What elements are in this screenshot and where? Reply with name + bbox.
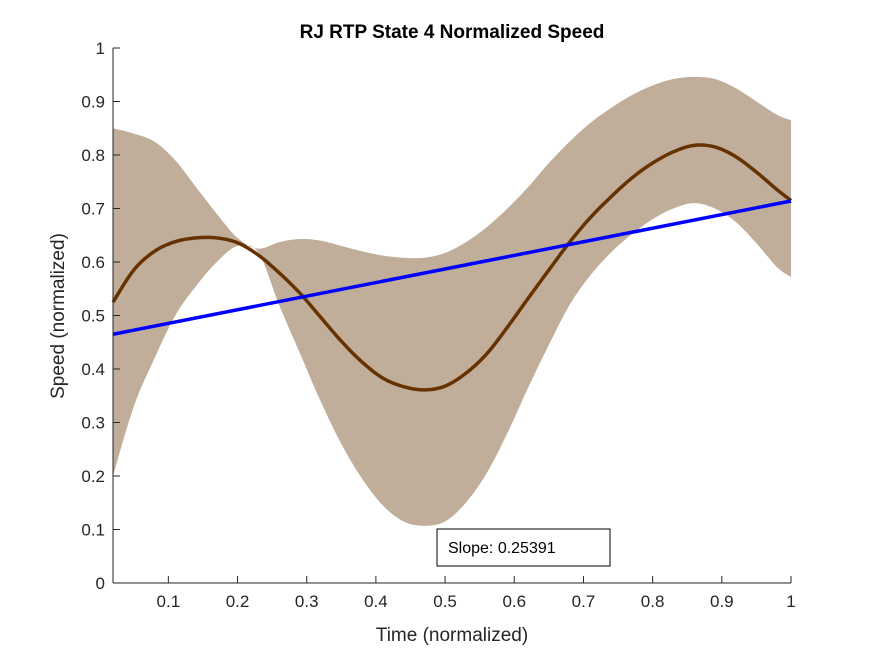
x-tick-label: 0.7 xyxy=(572,592,596,611)
x-tick-label: 0.9 xyxy=(710,592,734,611)
mean-speed-line xyxy=(111,143,793,392)
y-tick-label: 0.3 xyxy=(81,414,105,433)
y-tick-label: 0 xyxy=(96,574,105,593)
x-ticks: 0.1 0.2 0.3 0.4 0.5 0.6 0.7 0.8 0.9 1 xyxy=(157,576,796,611)
y-axis-title: Speed (normalized) xyxy=(48,233,69,399)
y-tick-label: 1 xyxy=(96,39,105,58)
x-tick-label: 0.8 xyxy=(641,592,665,611)
slope-annotation-text: Slope: 0.25391 xyxy=(448,540,556,557)
x-tick-label: 0.6 xyxy=(502,592,526,611)
linear-fit-line xyxy=(112,199,792,336)
plot-layer xyxy=(111,76,793,526)
chart-title: RJ RTP State 4 Normalized Speed xyxy=(300,22,605,43)
x-tick-label: 0.5 xyxy=(433,592,457,611)
x-tick-label: 0.1 xyxy=(157,592,181,611)
slope-annotation-box xyxy=(436,528,611,567)
x-tick-label: 0.2 xyxy=(226,592,250,611)
slope-annotation: Slope: 0.25391 xyxy=(436,528,611,567)
x-axis-title: Time (normalized) xyxy=(376,625,528,646)
y-tick-label: 0.7 xyxy=(81,200,105,219)
x-tick-label: 1 xyxy=(786,592,795,611)
y-ticks: 0 0.1 0.2 0.3 0.4 0.5 0.6 0.7 0.8 0.9 1 xyxy=(81,39,120,593)
y-tick-label: 0.5 xyxy=(81,307,105,326)
axes: 0.1 0.2 0.3 0.4 0.5 0.6 0.7 0.8 0.9 1 00.10.20.30… xyxy=(81,39,795,611)
y-tick-label: 0.4 xyxy=(81,360,105,379)
y-tick-label: 0.1 xyxy=(81,521,105,540)
y-tick-label: 0.8 xyxy=(81,146,105,165)
x-tick-label: 0.3 xyxy=(295,592,319,611)
y-tick-label: 0.9 xyxy=(81,93,105,112)
y-tick-label: 0.2 xyxy=(81,467,105,486)
y-tick-label: 0.6 xyxy=(81,253,105,272)
x-tick-label: 0.4 xyxy=(364,592,388,611)
